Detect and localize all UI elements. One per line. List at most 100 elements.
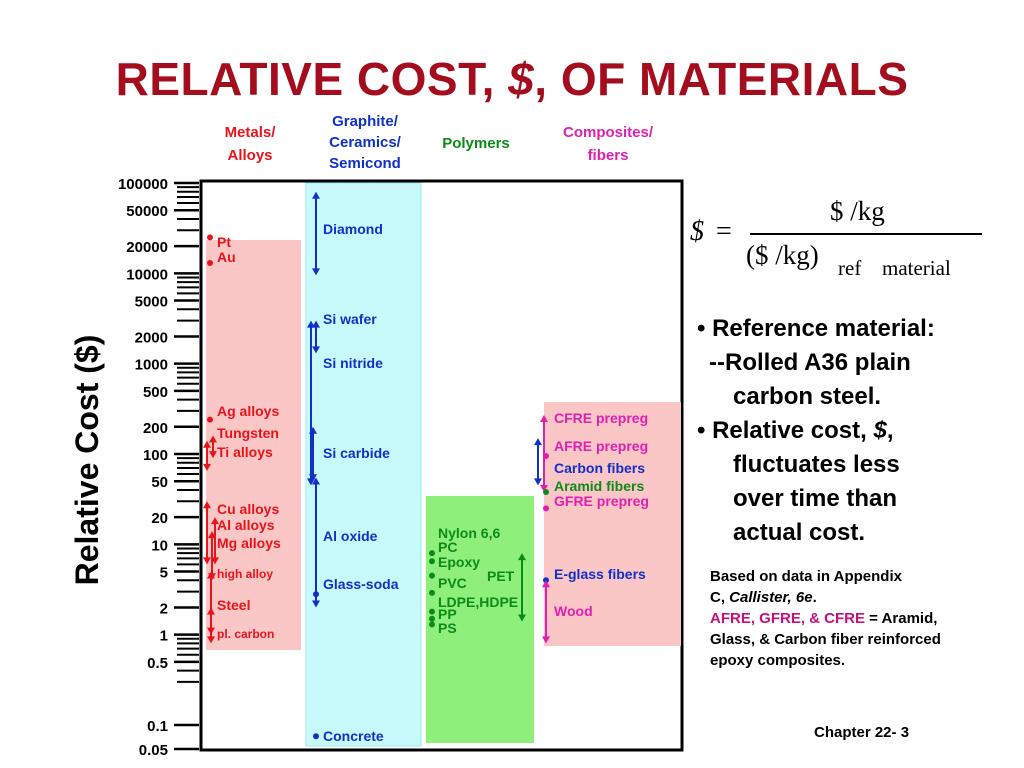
material-label: AFRE prepreg [554, 438, 648, 454]
material-label: Tungsten [217, 425, 279, 441]
range-arrow-up [542, 580, 550, 588]
material-label: Ag alloys [217, 403, 279, 419]
range-arrow-down [518, 614, 526, 622]
range-arrow-up [209, 435, 217, 443]
note-acronyms: AFRE, GFRE, & CFRE [710, 610, 866, 627]
material-label: Nylon 6,6 [438, 525, 500, 541]
bullet-relative-cost-symbol: $ [873, 417, 887, 444]
material-label: Carbon fibers [554, 460, 645, 476]
note-line-4: Glass, & Carbon fiber reinforced [710, 631, 941, 648]
y-tick-label: 50000 [126, 203, 168, 220]
range-arrow-up [307, 320, 315, 328]
data-point [543, 453, 549, 460]
bullet-relative-cost-line3: over time than [733, 485, 898, 512]
category-header: Semicond [329, 155, 401, 172]
range-arrow-up [309, 426, 317, 434]
category-header: Metals/ [225, 124, 277, 141]
material-label: Al oxide [323, 528, 378, 544]
range-arrow-up [211, 517, 219, 525]
range-arrow-up [312, 477, 320, 485]
material-label: GFRE prepreg [554, 493, 649, 509]
category-header: Graphite/ [332, 113, 399, 130]
category-band [305, 182, 422, 747]
material-label: PET [487, 568, 515, 584]
range-arrow-down [540, 484, 548, 492]
material-label: Pt [217, 234, 231, 250]
bullet-reference-detail: --Rolled A36 plain [709, 349, 911, 376]
chapter-footer: Chapter 22- 3 [814, 724, 910, 741]
note-line-2: C, Callister, 6e. [710, 587, 1010, 608]
material-label: Aramid fibers [554, 478, 644, 494]
title-rest: , OF MATERIALS [534, 53, 909, 105]
note-line-2a: C, [710, 589, 730, 606]
y-tick-label: 2 [160, 600, 168, 617]
range-arrow-down [309, 474, 317, 482]
y-tick-label: 200 [143, 420, 168, 437]
data-point [429, 558, 435, 565]
range-arrow-up [518, 553, 526, 561]
data-point [429, 615, 435, 622]
category-header: Polymers [442, 135, 510, 152]
data-point [207, 234, 213, 241]
range-arrow-down [207, 636, 215, 644]
range-arrow-down [542, 636, 550, 644]
y-tick-label: 20000 [126, 239, 168, 256]
range-arrow-up [207, 607, 215, 615]
material-label: high alloy [217, 567, 273, 581]
data-point [429, 572, 435, 579]
range-arrow-up [203, 501, 211, 509]
material-label: Mg alloys [217, 535, 281, 551]
material-label: pl. carbon [217, 627, 274, 641]
page-title: RELATIVE COST, $, OF MATERIALS [0, 52, 1024, 106]
y-tick-label: 0.5 [147, 655, 168, 672]
range-arrow-up [540, 415, 548, 423]
note-line-3: AFRE, GFRE, & CFRE = Aramid, [710, 608, 1010, 629]
formula-numerator: $ /kg [830, 196, 885, 226]
material-label: PVC [438, 575, 467, 591]
material-label: Glass-soda [323, 576, 399, 592]
y-tick-label: 1000 [135, 357, 168, 374]
range-arrow-down [203, 463, 211, 471]
range-arrow-up [312, 191, 320, 199]
formula-subscript-ref: ref [838, 256, 862, 280]
material-label: PS [438, 620, 457, 636]
category-band [544, 402, 681, 646]
range-arrow-down [312, 346, 320, 354]
data-point [207, 260, 213, 267]
category-band [206, 240, 301, 650]
note-line-1: Based on data in Appendix [710, 568, 902, 585]
y-axis-label: Relative Cost ($) [69, 335, 105, 586]
range-arrow-up [203, 440, 211, 448]
y-tick-label: 10000 [126, 266, 168, 283]
category-header: fibers [588, 147, 629, 164]
data-point [429, 621, 435, 628]
bullet-relative-cost-line4: actual cost. [733, 519, 866, 546]
category-band [426, 496, 534, 743]
range-arrow-up [207, 571, 215, 579]
formula-fraction-bar [750, 233, 982, 235]
y-tick-label: 2000 [135, 329, 168, 346]
material-label: Epoxy [438, 554, 480, 570]
data-point [429, 550, 435, 557]
material-label: Si nitride [323, 355, 383, 371]
material-label: E-glass fibers [554, 566, 646, 582]
note-book: Callister, 6e [729, 589, 813, 606]
range-arrow-up [208, 531, 216, 539]
material-label: PC [438, 539, 457, 555]
data-point [313, 591, 319, 598]
range-arrow-down [209, 451, 217, 459]
material-label: Steel [217, 597, 250, 613]
y-tick-label: 50 [151, 474, 168, 491]
bullet-reference-detail-2: carbon steel. [733, 383, 882, 410]
material-label: Cu alloys [217, 501, 279, 517]
bullet-list: • Reference material: --Rolled A36 plain… [697, 312, 1017, 550]
range-arrow-up [534, 438, 542, 446]
material-label: PP [438, 606, 457, 622]
data-point [543, 505, 549, 512]
range-arrow-down [534, 478, 542, 486]
note-line-3b: = Aramid, [865, 610, 938, 627]
formula-lhs: $ [690, 216, 704, 247]
data-point [429, 589, 435, 596]
y-tick-label: 100 [143, 447, 168, 464]
material-label: Si carbide [323, 445, 390, 461]
